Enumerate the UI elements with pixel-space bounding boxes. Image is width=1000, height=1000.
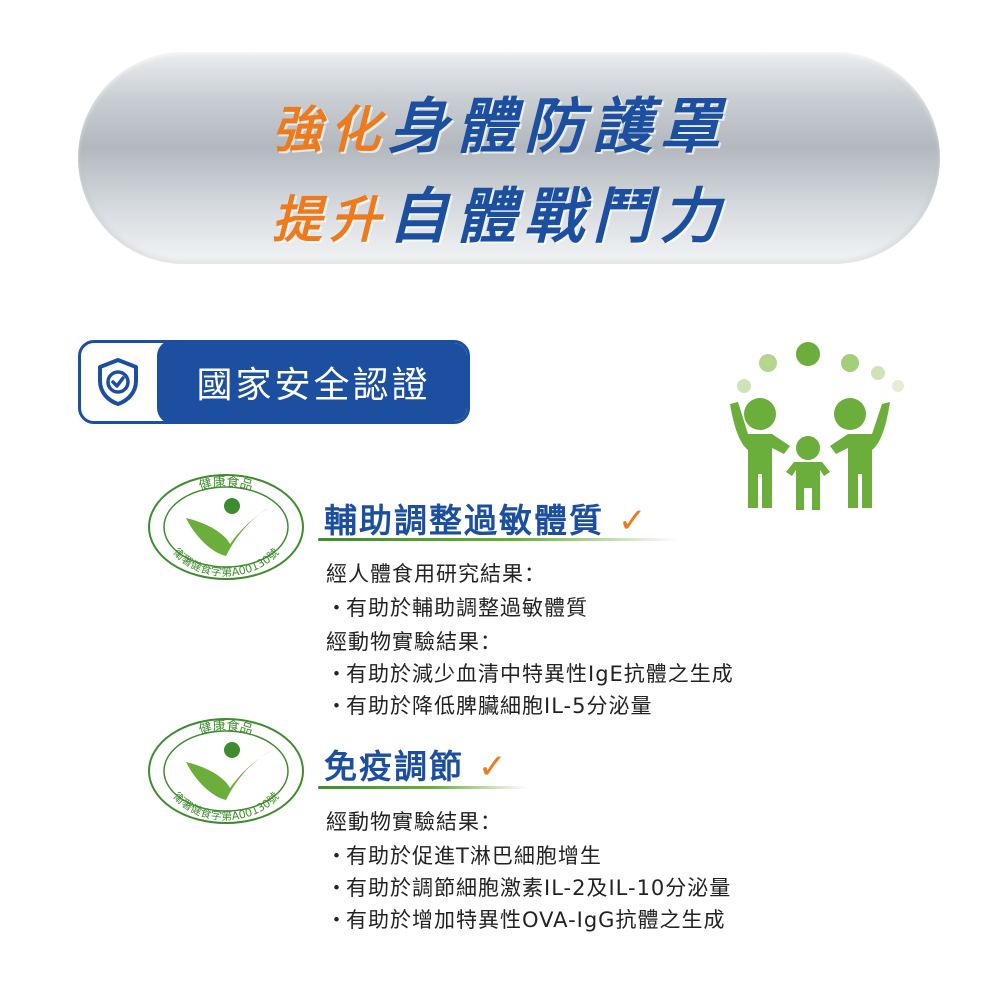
claim-bullet-line: ・有助於減少血清中特異性IgE抗體之生成: [326, 658, 734, 688]
family-dot: [841, 354, 859, 372]
bullet: ・: [326, 596, 348, 620]
headline-line-1: 強化身體防護罩: [0, 78, 1000, 165]
claim-underline: [318, 538, 678, 541]
bullet: ・: [326, 662, 348, 686]
family-dot: [737, 379, 751, 393]
bullet: ・: [326, 694, 348, 718]
health-food-seal: 健康食品 衛署健食字第A00130號: [148, 718, 304, 824]
claim-title-text: 免疫調節: [324, 747, 464, 786]
headline-banner: [78, 52, 940, 264]
bullet: ・: [326, 908, 348, 932]
claim-underline: [318, 786, 528, 789]
national-certification-badge: 國家安全認證: [78, 340, 470, 424]
headline-line-1-main: 身體防護罩: [388, 92, 728, 162]
family-dot: [892, 380, 904, 392]
bullet: ・: [326, 876, 348, 900]
health-food-seal: 健康食品 衛署健食字第A00130號: [148, 474, 304, 580]
claim-line: 經人體食用研究結果：: [326, 562, 546, 586]
claim-title-text: 輔助調整過敏體質: [324, 501, 604, 540]
claim-bullet-line: ・有助於增加特異性OVA-IgG抗體之生成: [326, 904, 725, 934]
checkmark-icon: ✓: [618, 501, 649, 541]
checkmark-icon: ✓: [478, 747, 509, 787]
claim-bullet-line: ・有助於降低脾臟細胞IL-5分泌量: [326, 690, 652, 720]
family-illustration: [730, 342, 904, 510]
family-dot: [759, 354, 777, 372]
headline-line-2-main: 自體戰鬥力: [388, 182, 728, 252]
claim-line: 經動物實驗結果：: [326, 810, 502, 834]
headline-line-1-prefix: 強化: [272, 101, 388, 159]
claim-bullet-line: ・有助於調節細胞激素IL-2及IL-10分泌量: [326, 872, 731, 902]
family-dot: [871, 366, 885, 380]
certification-label: 國家安全認證: [157, 343, 467, 421]
bullet: ・: [326, 844, 348, 868]
headline-line-2: 提升自體戰鬥力: [0, 168, 1000, 255]
shield-check-icon: [81, 343, 155, 421]
claim-bullet-line: ・有助於促進T淋巴細胞增生: [326, 840, 602, 870]
headline-line-2-prefix: 提升: [272, 191, 388, 249]
claim-line: 經動物實驗結果：: [326, 630, 502, 654]
claim-title-allergy: 輔助調整過敏體質 ✓: [324, 494, 649, 542]
family-dot: [796, 342, 820, 366]
claim-bullet-line: ・有助於輔助調整過敏體質: [326, 592, 588, 622]
claim-title-immunity: 免疫調節 ✓: [324, 740, 509, 788]
